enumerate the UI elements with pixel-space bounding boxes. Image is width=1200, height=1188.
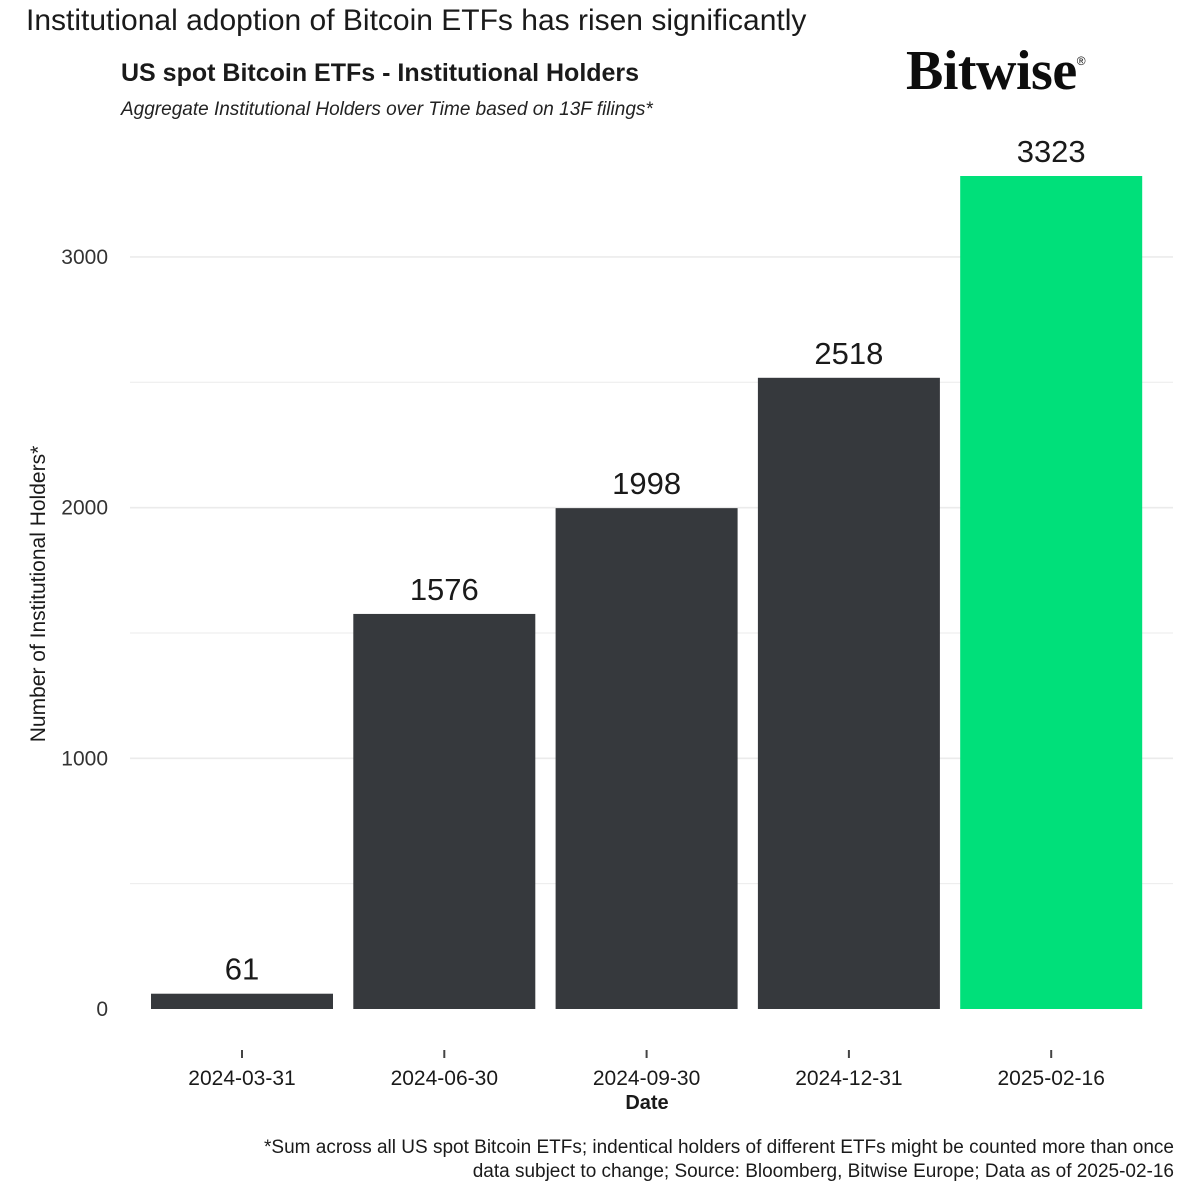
data-label: 1998 [612,466,681,501]
x-tick-label: 2024-03-31 [188,1067,295,1090]
bar [555,508,738,1009]
bar [960,176,1143,1009]
x-tick-label: 2024-12-31 [795,1067,902,1090]
bar [353,613,536,1009]
registered-mark: ® [1076,54,1086,68]
x-tick-label: 2024-09-30 [593,1067,700,1090]
x-tick-label: 2025-02-16 [997,1067,1104,1090]
brand-logo: Bitwise® [906,40,1126,102]
y-tick-label: 2000 [61,497,108,520]
y-axis-ticks: 0 1000 2000 3000 [61,246,108,1021]
footnote-line-2: data subject to change; Source: Bloomber… [472,1161,1174,1182]
brand-wordmark: Bitwise [906,40,1077,102]
y-tick-label: 3000 [61,246,108,269]
data-label: 3323 [1017,134,1086,169]
bar [757,377,940,1010]
bars [151,176,1143,1010]
y-tick-label: 1000 [61,747,108,770]
data-label: 2518 [814,336,883,371]
y-tick-label: 0 [96,998,108,1021]
chart-title: US spot Bitcoin ETFs - Institutional Hol… [121,59,640,87]
data-label: 61 [225,952,259,987]
data-label: 1576 [410,572,479,607]
footnote-line-1: *Sum across all US spot Bitcoin ETFs; in… [264,1137,1174,1158]
headline: Institutional adoption of Bitcoin ETFs h… [26,4,807,37]
bar [151,993,333,1009]
data-labels: 61 1576 1998 2518 3323 [225,134,1086,987]
chart-subtitle: Aggregate Institutional Holders over Tim… [121,99,653,120]
x-axis-title: Date [625,1092,668,1114]
footnote: *Sum across all US spot Bitcoin ETFs; in… [264,1136,1174,1184]
x-tick-label: 2024-06-30 [391,1067,498,1090]
y-axis-title: Number of Institutional Holders* [27,446,50,742]
x-axis-ticks: 2024-03-31 2024-06-30 2024-09-30 2024-12-31… [188,1050,1105,1090]
